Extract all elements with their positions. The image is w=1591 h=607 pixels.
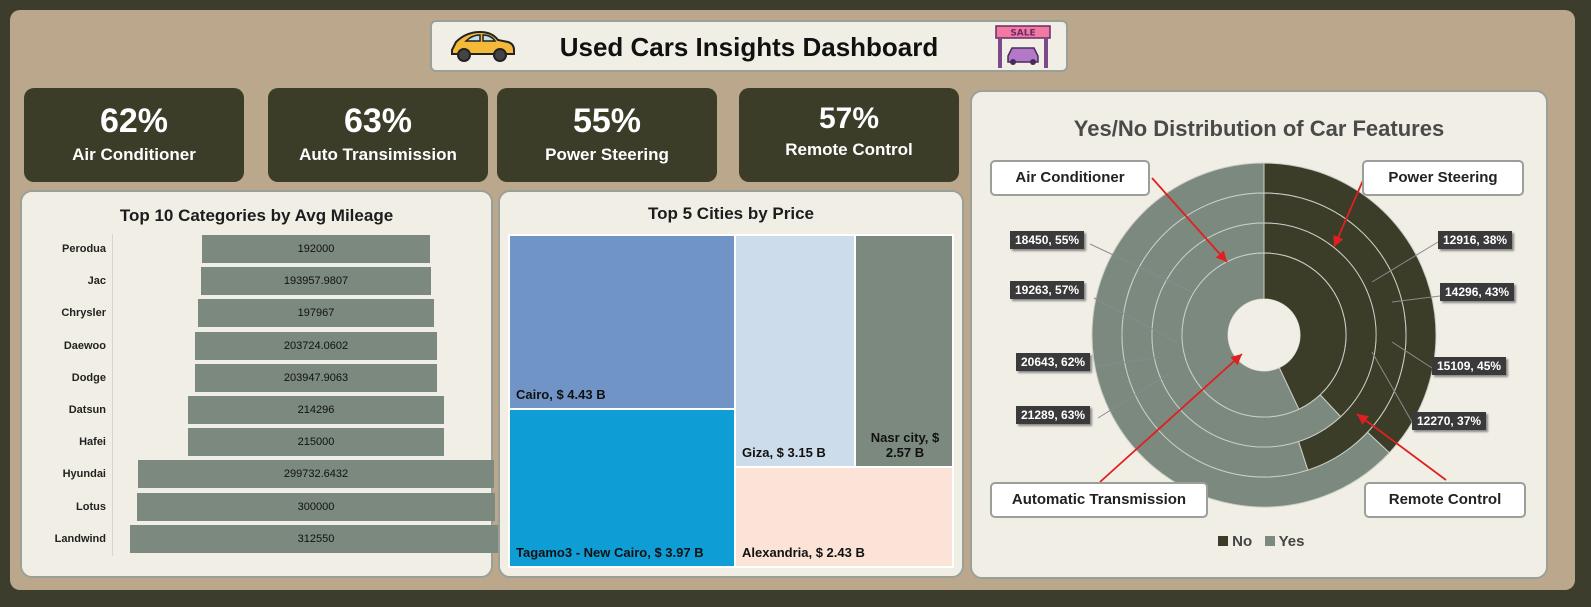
bar: 312550 xyxy=(130,524,502,553)
bar-axis-line xyxy=(112,234,113,556)
bar: 192000 xyxy=(201,235,431,263)
tile-label: Tagamo3 - New Cairo, $ 3.97 B xyxy=(516,545,704,560)
kpi-power-steering: 55% Power Steering xyxy=(497,88,717,182)
kpi-value: 63% xyxy=(343,102,413,140)
bar-category-label: Hafei xyxy=(79,436,106,449)
bar-plot-area: Perodua 192000 Jac 193957.9807 Chrysler 19796… xyxy=(30,234,502,564)
data-label-no-air-conditioner: 14296, 43% xyxy=(1440,283,1515,301)
bar-category-label: Datsun xyxy=(68,404,106,416)
tile-label: Alexandria, $ 2.43 B xyxy=(742,545,865,560)
bar-category-label: Landwind xyxy=(54,532,106,545)
bar-row: Hafei 215000 xyxy=(30,427,490,457)
bar-row: Jac 193957.9807 xyxy=(30,266,490,296)
header-banner: Used Cars Insights Dashboard SALE xyxy=(430,20,1068,72)
legend-swatch-yes xyxy=(1264,536,1275,546)
bar-row: Dodge 203947.9063 xyxy=(30,363,490,393)
data-label-yes-air-conditioner: 19263, 57% xyxy=(1010,281,1085,299)
tile-label: Nasr city, $ 2.57 B xyxy=(870,430,940,460)
data-label-leader-line xyxy=(1093,297,1178,343)
bar: 197967 xyxy=(198,299,434,328)
bar: 193957.9807 xyxy=(200,267,432,296)
data-label-leader-line xyxy=(1371,241,1439,283)
data-label-leader-line xyxy=(1391,341,1433,369)
dashboard-title: Used Cars Insights Dashboard xyxy=(559,32,939,62)
chart-title: Top 5 Cities by Price xyxy=(648,204,814,223)
treemap-tile-alexandria: Alexandria, $ 2.43 B xyxy=(734,466,954,568)
doughnut-hole xyxy=(1228,299,1300,371)
callout-power-steering: Power Steering xyxy=(1362,160,1524,196)
bar: 203724.0602 xyxy=(194,331,438,360)
chart-title: Top 10 Categories by Avg Mileage xyxy=(119,206,394,225)
bar: 214296 xyxy=(188,396,444,424)
data-label-leader-line xyxy=(1097,356,1163,367)
kpi-value: 55% xyxy=(572,102,642,140)
bar-category-label: Perodua xyxy=(61,243,106,255)
bar: 215000 xyxy=(188,428,444,457)
treemap-tile-nasr-city: Nasr city, $ 2.57 B xyxy=(854,234,954,468)
dashboard-board: Used Cars Insights Dashboard SALE 62% Ai… xyxy=(10,10,1575,590)
data-label-leader-line xyxy=(1097,371,1173,419)
legend-label-no: No xyxy=(1232,533,1253,550)
data-label-leader-line xyxy=(1089,243,1193,293)
kpi-label: Air Conditioner xyxy=(72,145,196,164)
car-icon xyxy=(446,28,518,69)
callout-arrow xyxy=(1333,177,1365,248)
treemap-tile-tagamo3: Tagamo3 - New Cairo, $ 3.97 B xyxy=(508,408,736,568)
callout-automatic-transmission: Automatic Transmission xyxy=(990,482,1208,518)
treemap-tile-cairo: Cairo, $ 4.43 B xyxy=(508,234,736,410)
features-doughnut-panel: Yes/No Distribution of Car Features Air … xyxy=(970,90,1548,579)
bar-category-label: Dodge xyxy=(71,371,106,384)
kpi-value: 62% xyxy=(99,102,169,140)
doughnut-chart xyxy=(1089,162,1447,508)
bar-category-label: Jac xyxy=(87,275,106,288)
data-label-leader-line xyxy=(1371,351,1413,423)
bar: 203947.9063 xyxy=(194,363,438,392)
callout-arrow xyxy=(1356,413,1447,481)
legend-swatch-no xyxy=(1218,536,1228,546)
data-label-no-power-steering: 15109, 45% xyxy=(1432,357,1507,375)
treemap-tile-giza: Giza, $ 3.15 B xyxy=(734,234,856,468)
bar-row: Landwind 312550 xyxy=(30,524,502,554)
bar-category-label: Hyundai xyxy=(62,468,106,481)
data-label-leader-line xyxy=(1391,295,1441,303)
callout-air-conditioner: Air Conditioner xyxy=(990,160,1150,196)
bar-row: Chrysler 197967 xyxy=(30,298,490,328)
bar-row: Lotus 300000 xyxy=(30,492,495,522)
tile-label: Cairo, $ 4.43 B xyxy=(516,387,606,402)
chart-legend: No Yes xyxy=(1218,533,1304,550)
kpi-auto-transmission: 63% Auto Transimission xyxy=(268,88,488,182)
bar-row: Perodua 192000 xyxy=(30,234,490,264)
kpi-label: Auto Transimission xyxy=(299,145,457,164)
bar-row: Datsun 214296 xyxy=(30,395,490,425)
callout-remote-control: Remote Control xyxy=(1364,482,1526,518)
sale-sign-text: SALE xyxy=(1010,29,1035,39)
legend-label-yes: Yes xyxy=(1278,533,1305,550)
mileage-chart-panel: Top 10 Categories by Avg Mileage Perodua… xyxy=(20,190,502,578)
callout-arrow xyxy=(1099,353,1243,483)
sale-sign-icon: SALE xyxy=(994,24,1052,75)
data-label-yes-extra: 20643, 62% xyxy=(1016,353,1091,371)
bar-category-label: Daewoo xyxy=(63,339,106,352)
data-label-no-automatic-transmission: 12916, 38% xyxy=(1438,231,1513,249)
bar: 299732.6432 xyxy=(137,460,495,489)
kpi-label: Power Steering xyxy=(545,145,669,164)
kpi-label: Remote Control xyxy=(785,140,913,159)
callout-arrow xyxy=(1151,177,1228,263)
bar-category-label: Lotus xyxy=(76,500,106,513)
kpi-remote-control: 57% Remote Control xyxy=(739,88,959,182)
bar: 300000 xyxy=(137,492,495,521)
kpi-air-conditioner: 62% Air Conditioner xyxy=(24,88,244,182)
data-label-yes-automatic-transmission: 21289, 63% xyxy=(1016,406,1091,424)
bar-category-label: Chrysler xyxy=(61,307,106,320)
data-label-yes-power-steering: 18450, 55% xyxy=(1010,231,1085,249)
kpi-value: 57% xyxy=(818,102,880,135)
bar-row: Hyundai 299732.6432 xyxy=(30,459,495,489)
bar-row: Daewoo 203724.0602 xyxy=(30,331,490,361)
chart-title: Yes/No Distribution of Car Features xyxy=(1073,116,1445,141)
treemap-area: Cairo, $ 4.43 B Tagamo3 - New Cairo, $ 3… xyxy=(508,234,954,568)
cities-treemap-panel: Top 5 Cities by Price Cairo, $ 4.43 B Ta… xyxy=(498,190,964,578)
tile-label: Giza, $ 3.15 B xyxy=(742,445,826,460)
data-label-no-remote-control: 12270, 37% xyxy=(1412,412,1487,430)
